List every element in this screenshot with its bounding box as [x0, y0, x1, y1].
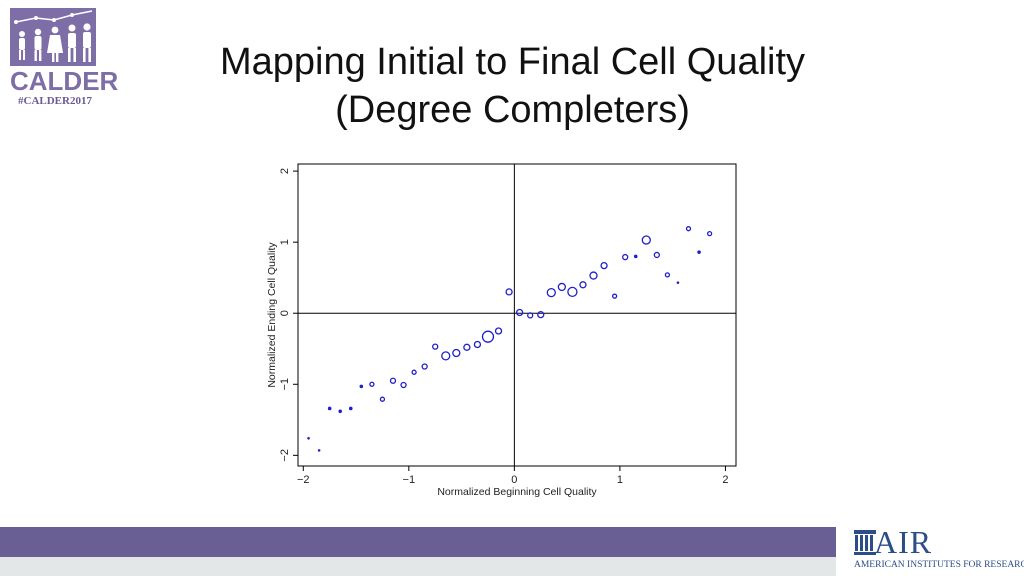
data-point [327, 406, 332, 411]
data-point [359, 384, 364, 389]
data-point [706, 230, 713, 237]
data-point [697, 250, 701, 254]
calder-logo-emblem [10, 8, 96, 66]
y-tick-label: −1 [279, 378, 291, 391]
data-point [515, 308, 524, 317]
data-point [527, 312, 534, 319]
data-point [685, 226, 692, 232]
data-point [411, 369, 417, 375]
x-tick-label: −1 [403, 474, 416, 486]
data-point [432, 343, 439, 350]
data-point [611, 293, 618, 299]
data-point [664, 272, 671, 278]
x-axis-label: Normalized Beginning Cell Quality [437, 486, 597, 498]
x-tick-label: 1 [617, 474, 623, 486]
data-point [622, 253, 629, 261]
slide-title-line1: Mapping Initial to Final Cell Quality [219, 41, 806, 83]
data-point [494, 327, 503, 335]
data-point [369, 381, 375, 387]
air-logo: AIR AMERICAN INSTITUTES FOR RESEARCH® [836, 520, 1024, 576]
data-point [307, 436, 310, 440]
data-points [307, 226, 713, 452]
data-point [389, 377, 397, 384]
data-point [481, 330, 495, 343]
data-point [579, 281, 587, 289]
y-tick-label: −2 [279, 449, 291, 462]
data-point [557, 282, 567, 292]
slide-title: Mapping Initial to Final Cell Quality (D… [140, 38, 885, 134]
data-point [537, 310, 545, 319]
data-point [317, 449, 321, 452]
y-tick-label: 1 [279, 239, 291, 245]
x-tick-label: 2 [722, 474, 728, 486]
footer-strip [0, 557, 1024, 576]
data-point [473, 340, 482, 349]
air-full-name: AMERICAN INSTITUTES FOR RESEARCH® [854, 560, 1024, 570]
slide-title-line2: (Degree Completers) [335, 89, 690, 131]
y-axis-label: Normalized Ending Cell Quality [266, 242, 278, 388]
data-point [452, 348, 461, 358]
data-point [421, 363, 428, 370]
y-axis: −2 −1 0 1 2 [279, 168, 298, 462]
air-emblem-icon [854, 530, 876, 555]
calder-hashtag: #CALDER2017 [18, 95, 92, 107]
data-point [338, 409, 343, 414]
data-point [641, 235, 651, 245]
y-tick-label: 0 [279, 310, 291, 316]
data-point [567, 286, 578, 298]
data-point [463, 343, 471, 351]
data-point [600, 261, 608, 270]
data-point [589, 271, 598, 280]
data-point [348, 406, 353, 411]
data-point [633, 254, 638, 259]
data-point [546, 287, 556, 298]
y-tick-label: 2 [279, 168, 291, 174]
data-point [379, 396, 386, 402]
data-point [653, 251, 660, 259]
x-axis: −2 −1 0 1 2 [297, 466, 729, 486]
data-point [505, 288, 513, 296]
air-wordmark: AIR [874, 524, 933, 560]
data-point [676, 281, 680, 284]
data-point [400, 381, 407, 389]
plot-area-frame [297, 163, 737, 467]
x-tick-label: −2 [297, 474, 310, 486]
x-tick-label: 0 [511, 474, 517, 486]
data-point [441, 351, 451, 361]
